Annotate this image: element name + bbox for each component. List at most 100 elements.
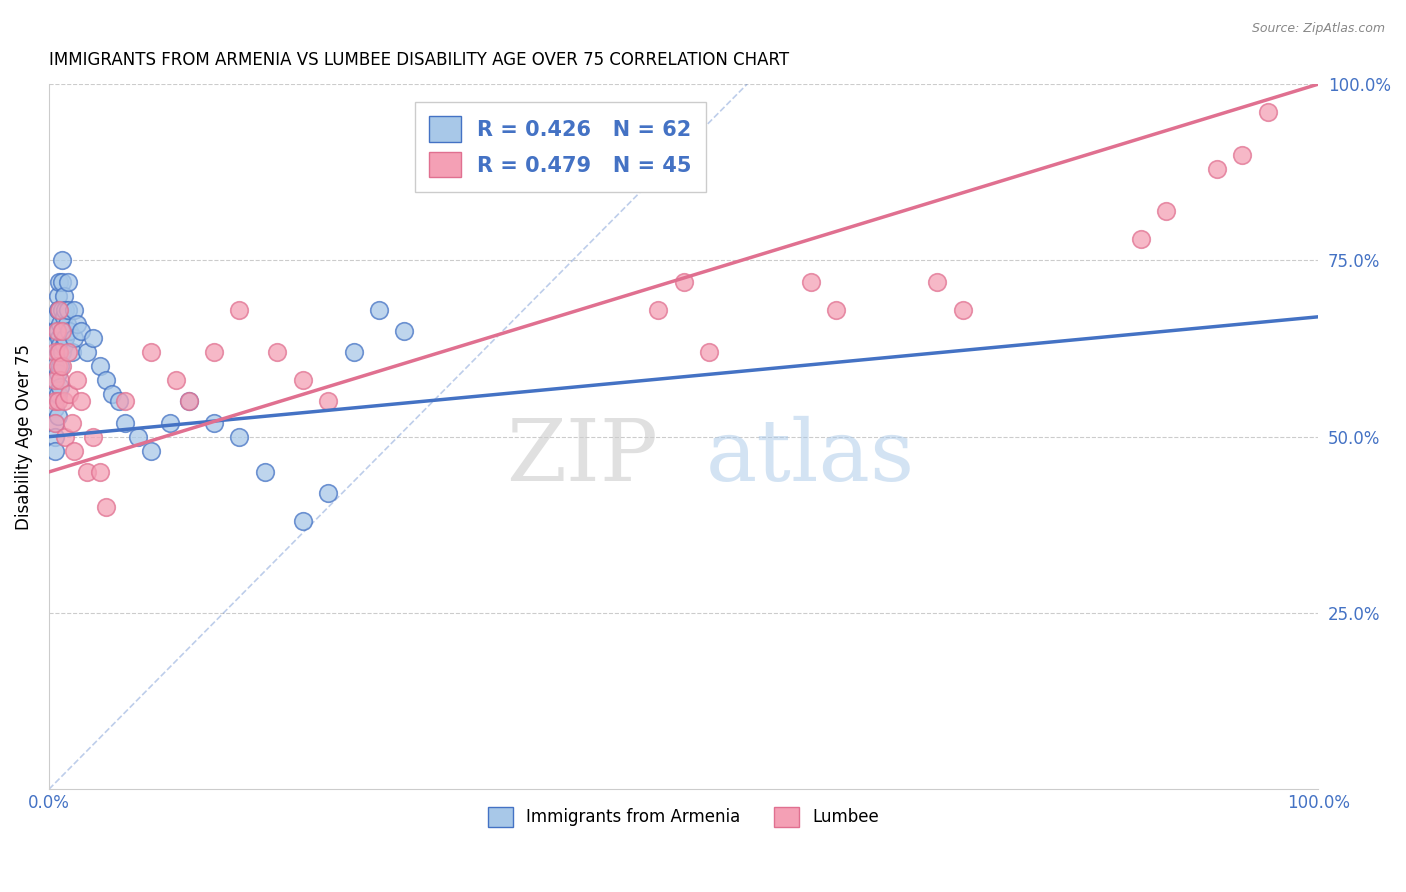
Point [58, 324, 80, 338]
Point [159, 416, 181, 430]
Point [44, 373, 66, 387]
Point [55, 331, 77, 345]
Point [697, 345, 720, 359]
Point [394, 324, 416, 338]
Point [228, 430, 250, 444]
Point [49, 338, 72, 352]
Point [49, 380, 72, 394]
Point [46, 366, 69, 380]
Point [799, 275, 821, 289]
Point [647, 302, 669, 317]
Point [58, 387, 80, 401]
Point [1230, 147, 1253, 161]
Point [266, 345, 288, 359]
Point [46, 359, 69, 373]
Point [1205, 161, 1227, 176]
Point [51, 275, 73, 289]
Point [44, 387, 66, 401]
Point [291, 373, 314, 387]
Point [1129, 232, 1152, 246]
Legend: Immigrants from Armenia, Lumbee: Immigrants from Armenia, Lumbee [481, 800, 886, 834]
Point [127, 430, 149, 444]
Point [94, 500, 117, 515]
Point [927, 275, 949, 289]
Point [69, 324, 91, 338]
Point [825, 302, 848, 317]
Point [46, 324, 69, 338]
Point [46, 394, 69, 409]
Point [44, 324, 66, 338]
Point [44, 310, 66, 324]
Point [53, 338, 76, 352]
Point [368, 302, 391, 317]
Point [94, 373, 117, 387]
Point [51, 359, 73, 373]
Point [44, 416, 66, 430]
Point [45, 324, 67, 338]
Point [60, 416, 83, 430]
Point [82, 430, 104, 444]
Point [56, 345, 79, 359]
Point [49, 373, 72, 387]
Point [46, 409, 69, 423]
Point [55, 317, 77, 331]
Point [51, 324, 73, 338]
Point [82, 331, 104, 345]
Point [228, 302, 250, 317]
Point [53, 394, 76, 409]
Point [291, 514, 314, 528]
Point [165, 373, 187, 387]
Point [44, 359, 66, 373]
Point [49, 317, 72, 331]
Point [1256, 105, 1278, 120]
Point [63, 302, 86, 317]
Point [44, 394, 66, 409]
Point [139, 345, 162, 359]
Point [253, 465, 276, 479]
Point [44, 430, 66, 444]
Point [952, 302, 974, 317]
Point [55, 430, 77, 444]
Point [48, 302, 70, 317]
Point [1154, 204, 1177, 219]
Text: atlas: atlas [706, 417, 915, 500]
Point [89, 359, 111, 373]
Point [202, 416, 225, 430]
Point [89, 465, 111, 479]
Point [139, 443, 162, 458]
Point [316, 394, 339, 409]
Point [114, 416, 136, 430]
Point [202, 345, 225, 359]
Point [60, 345, 83, 359]
Point [51, 324, 73, 338]
Point [53, 310, 76, 324]
Point [63, 443, 86, 458]
Point [44, 401, 66, 416]
Point [51, 253, 73, 268]
Point [46, 345, 69, 359]
Point [672, 275, 695, 289]
Point [44, 345, 66, 359]
Point [66, 317, 89, 331]
Point [46, 288, 69, 302]
Point [48, 302, 70, 317]
Point [51, 302, 73, 317]
Point [55, 302, 77, 317]
Text: IMMIGRANTS FROM ARMENIA VS LUMBEE DISABILITY AGE OVER 75 CORRELATION CHART: IMMIGRANTS FROM ARMENIA VS LUMBEE DISABI… [49, 51, 789, 69]
Point [76, 345, 98, 359]
Point [49, 359, 72, 373]
Point [44, 373, 66, 387]
Point [48, 331, 70, 345]
Point [53, 288, 76, 302]
Point [66, 373, 89, 387]
Point [44, 338, 66, 352]
Point [177, 394, 200, 409]
Text: Source: ZipAtlas.com: Source: ZipAtlas.com [1251, 22, 1385, 36]
Point [56, 302, 79, 317]
Point [316, 486, 339, 500]
Point [51, 345, 73, 359]
Point [177, 394, 200, 409]
Point [69, 394, 91, 409]
Y-axis label: Disability Age Over 75: Disability Age Over 75 [15, 343, 32, 530]
Point [342, 345, 364, 359]
